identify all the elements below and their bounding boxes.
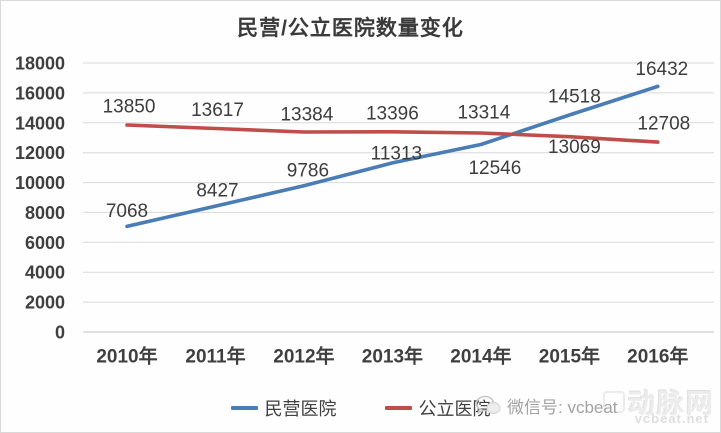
watermark: 动脉网 vcbeat.net 微信号: vcbeat [475, 382, 715, 430]
data-label: 9786 [287, 160, 329, 181]
legend-line-swatch-blue [230, 406, 258, 410]
y-tick-label: 12000 [15, 143, 65, 163]
data-label: 13314 [457, 103, 510, 124]
wechat-icon [475, 395, 501, 414]
y-tick-label: 10000 [15, 173, 65, 193]
y-tick-label: 0 [55, 323, 65, 343]
data-label: 13069 [548, 137, 601, 158]
data-label: 16432 [635, 59, 688, 80]
x-tick-label: 2013年 [362, 345, 423, 368]
x-tick-label: 2014年 [450, 345, 511, 368]
y-tick-label: 18000 [15, 54, 65, 74]
legend: 民营医院 公立医院 [1, 394, 720, 422]
data-label: 13384 [280, 105, 333, 126]
x-tick-label: 2015年 [539, 345, 600, 368]
chart-title: 民营/公立医院数量变化 [237, 17, 464, 40]
data-label: 11313 [371, 143, 422, 164]
legend-label: 民营医院 [264, 399, 337, 419]
watermark-wechat-label: 微信号: vcbeat [507, 398, 618, 417]
data-label: 12708 [637, 114, 690, 135]
y-tick-label: 14000 [15, 113, 65, 133]
y-tick-label: 2000 [25, 293, 65, 313]
vcbeat-logo-text: 动脉网 [628, 389, 715, 419]
legend-label: 公立医院 [418, 399, 491, 419]
x-tick-label: 2010年 [96, 345, 157, 368]
data-label: 12546 [468, 158, 521, 179]
legend-item-public: 公立医院 [384, 395, 491, 421]
data-label: 13617 [191, 100, 244, 121]
data-label: 8427 [196, 181, 238, 202]
y-tick-label: 6000 [25, 233, 65, 253]
series-line [125, 123, 660, 144]
x-tick-label: 2016年 [627, 345, 688, 368]
y-tick-label: 8000 [25, 203, 65, 223]
x-tick-label: 2011年 [185, 345, 245, 368]
data-label: 13850 [103, 97, 156, 118]
series-line [125, 84, 660, 229]
data-label: 14518 [548, 87, 601, 108]
legend-item-private: 民营医院 [230, 395, 337, 421]
y-tick-label: 16000 [15, 83, 65, 103]
x-tick-label: 2012年 [273, 345, 334, 368]
vcbeat-logo-icon [603, 390, 625, 413]
y-tick-label: 4000 [25, 263, 65, 283]
data-label: 7068 [106, 201, 148, 222]
legend-line-swatch-red [384, 406, 412, 410]
watermark-wechat: 微信号: vcbeat [475, 393, 618, 418]
vcbeat-logo: 动脉网 [603, 382, 715, 421]
watermark-domain: vcbeat.net [634, 411, 709, 426]
data-label: 13396 [366, 103, 419, 124]
